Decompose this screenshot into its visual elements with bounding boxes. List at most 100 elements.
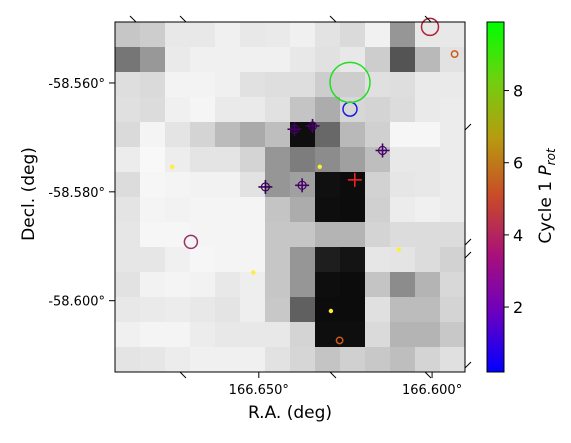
heatmap-cell (115, 47, 141, 73)
heatmap-cell (440, 22, 466, 48)
heatmap-cell (165, 172, 191, 198)
heatmap-cell (265, 197, 291, 223)
heatmap-cell (190, 347, 216, 373)
heatmap-cell (240, 297, 266, 323)
heatmap-cell (365, 297, 391, 323)
heatmap-cell (140, 47, 166, 73)
heatmap-cell (165, 322, 191, 348)
heatmap-cell (190, 197, 216, 223)
heatmap-cell (290, 22, 316, 48)
heatmap-cell (140, 72, 166, 98)
grid-tick-mark (329, 15, 337, 23)
heatmap-cell (165, 22, 191, 48)
heatmap-cell (290, 322, 316, 348)
heatmap-cell (415, 147, 441, 173)
grid-tick-mark (464, 361, 472, 369)
heatmap-cell (340, 197, 366, 223)
heatmap-cell (215, 347, 241, 373)
heatmap-cell (290, 347, 316, 373)
heatmap-cell (315, 347, 341, 373)
heatmap-cell (190, 122, 216, 148)
heatmap-cell (240, 322, 266, 348)
heatmap-cell (290, 147, 316, 173)
heatmap-cell (190, 47, 216, 73)
heatmap-cell (140, 297, 166, 323)
heatmap-cell (440, 72, 466, 98)
heatmap-cell (265, 222, 291, 248)
heatmap-cell (165, 97, 191, 123)
heatmap-cell (215, 222, 241, 248)
heatmap-cell (240, 222, 266, 248)
star-circle-marker (329, 61, 371, 104)
heatmap-cell (190, 147, 216, 173)
heatmap-cell (240, 47, 266, 73)
heatmap-cell (390, 122, 416, 148)
heatmap-cell (415, 222, 441, 248)
heatmap-cell (315, 72, 341, 98)
heatmap-cell (215, 197, 241, 223)
star-circle-marker (183, 234, 199, 250)
heatmap-cell (140, 197, 166, 223)
heatmap-cell (390, 47, 416, 73)
heatmap-cell (165, 347, 191, 373)
colorbar-tick-label: 4 (513, 226, 523, 245)
star-circle-marker (450, 50, 459, 59)
x-tick-label: 166.600° (402, 383, 462, 398)
heatmap-cell (415, 72, 441, 98)
heatmap-cell (415, 97, 441, 123)
grid-tick-mark (179, 371, 187, 379)
heatmap-cell (365, 322, 391, 348)
heatmap-cell (115, 322, 141, 348)
heatmap-cell (315, 22, 341, 48)
heatmap-cell (265, 122, 291, 148)
heatmap-cell (115, 347, 141, 373)
star-circle-marker (317, 164, 322, 169)
heatmap-cell (440, 347, 466, 373)
heatmap-cell (115, 147, 141, 173)
heatmap-cell (415, 272, 441, 298)
heatmap-cell (240, 347, 266, 373)
heatmap-cell (415, 322, 441, 348)
colorbar-ticks: 2 4 6 8 (504, 82, 523, 317)
heatmap-cell (240, 122, 266, 148)
heatmap-cell (340, 172, 366, 198)
heatmap-cell (415, 197, 441, 223)
x-axis: 166.650° 166.600° (229, 372, 462, 398)
image-pixel-grid (115, 22, 466, 373)
heatmap-cell (340, 72, 366, 98)
heatmap-cell (190, 172, 216, 198)
heatmap-cell (215, 22, 241, 48)
heatmap-cell (165, 222, 191, 248)
star-circle-marker (396, 247, 401, 252)
heatmap-cell (265, 272, 291, 298)
x-axis-label: R.A. (deg) (248, 403, 332, 423)
heatmap-cell (365, 197, 391, 223)
star-circle-marker (420, 17, 440, 37)
heatmap-cell (365, 122, 391, 148)
heatmap-cell (140, 247, 166, 273)
heatmap-cell (315, 97, 341, 123)
heatmap-cell (390, 147, 416, 173)
grid-tick-mark (464, 238, 472, 246)
heatmap-cell (290, 222, 316, 248)
heatmap-cell (415, 122, 441, 148)
y-tick-label: -58.580° (48, 186, 105, 201)
heatmap-cell (215, 97, 241, 123)
heatmap-cell (215, 172, 241, 198)
heatmap-cell (440, 97, 466, 123)
heatmap-cell (390, 197, 416, 223)
heatmap-cell (140, 172, 166, 198)
heatmap-cell (415, 297, 441, 323)
colorbar-label: Cycle 1 Prot (536, 147, 558, 244)
heatmap-cell (265, 347, 291, 373)
heatmap-cell (340, 297, 366, 323)
star-cross-marker (295, 178, 310, 193)
heatmap-cell (115, 222, 141, 248)
heatmap-cell (140, 122, 166, 148)
heatmap-cell (365, 247, 391, 273)
heatmap-cell (315, 172, 341, 198)
grid-tick-mark (464, 123, 472, 131)
heatmap-cell (265, 297, 291, 323)
heatmap-cell (390, 322, 416, 348)
